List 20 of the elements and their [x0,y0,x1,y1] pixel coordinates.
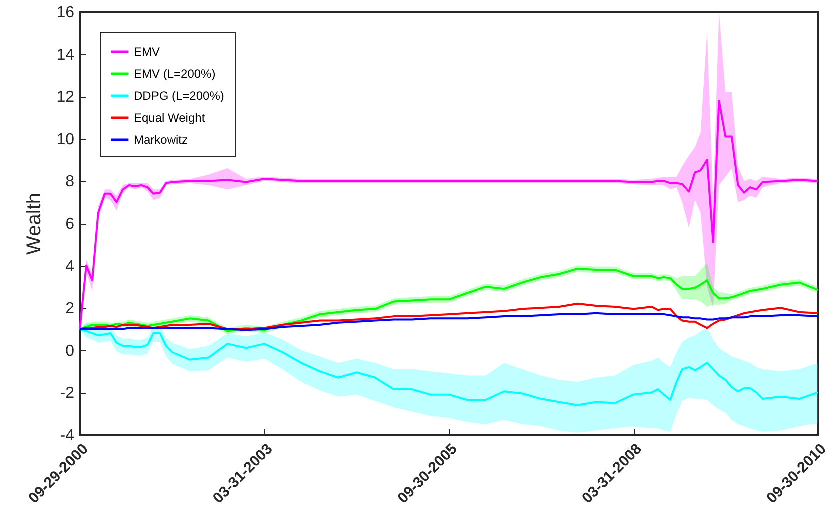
y-tick-label: 4 [66,258,75,276]
y-tick-label: 12 [56,89,75,106]
y-tick-label: -2 [60,385,75,402]
legend-label: Equal Weight [134,111,206,125]
line-series [79,328,819,406]
legend-label: EMV [134,45,160,59]
y-tick-label: -4 [60,428,75,444]
y-tick-label: 6 [66,216,75,233]
y-tick-label: 8 [66,174,75,191]
y-tick-label: 0 [66,342,75,360]
line-series [79,312,819,332]
legend-label: Markowitz [134,133,188,147]
y-tick-label: 10 [56,131,75,148]
line-series [79,302,819,330]
y-tick-label: 2 [66,300,75,318]
y-tick-label: 14 [56,46,75,64]
y-axis-title: Wealth [24,193,46,255]
legend-label: EMV (L=200%) [134,67,216,81]
y-tick-label: 16 [56,4,75,22]
legend-label: DDPG (L=200%) [134,89,224,103]
